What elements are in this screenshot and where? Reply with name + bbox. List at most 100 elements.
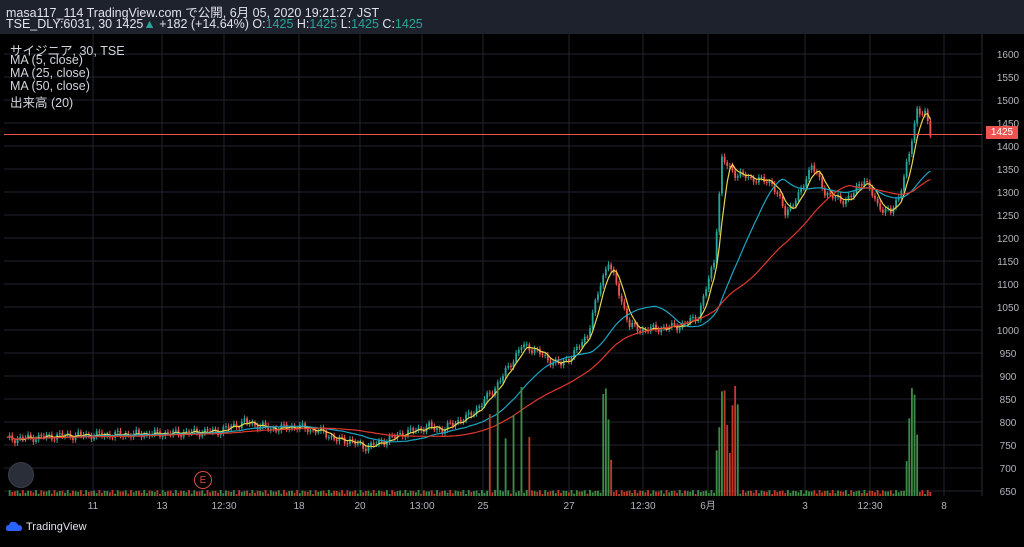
volume-bar [847,493,850,496]
candle-body [230,425,233,429]
volume-bar [341,490,343,496]
legend-ma50[interactable]: MA (50, close) [10,79,90,93]
volume-bar [19,493,22,496]
candle-body [771,181,773,184]
candle-body [475,408,478,415]
volume-bar [876,490,879,496]
candle-body [586,336,589,338]
candle-body [649,327,652,332]
volume-bar [852,491,855,496]
volume-bar [570,490,573,496]
volume-bar [457,491,460,496]
candle-body [35,439,37,442]
volume-bar [475,490,478,496]
volume-bar [412,490,415,496]
legend-volume[interactable]: 出来高 (20) [10,96,74,110]
volume-bar [789,492,792,496]
volume-bar [726,425,729,496]
y-tick-label: 1500 [997,96,1020,107]
volume-bar [58,490,61,496]
volume-bar [85,490,88,496]
chart-area[interactable]: 650 700 750 800 850 900 950 1000 1050 1100 1150 120… [0,34,1024,542]
volume-bar [454,490,457,496]
candle-body [116,430,119,433]
candle-body [699,305,702,320]
ma5-line [6,113,931,448]
candle-body [626,308,628,320]
volume-bar [425,491,428,496]
candle-body [792,205,795,207]
candle-body [467,412,470,415]
volume-bar [372,490,375,496]
candle-body [21,436,24,440]
volume-bar [261,492,264,496]
tradingview-logo[interactable]: TradingView [6,521,87,533]
volume-bar [35,490,37,496]
volume-bar [248,493,251,496]
y-tick-label: 1450 [997,119,1020,130]
y-tick-label: 1000 [997,326,1020,337]
legend-ma25[interactable]: MA (25, close) [10,66,90,80]
tradingview-badge-icon[interactable] [8,462,34,488]
candle-body [810,165,813,170]
volume-bar [784,493,787,496]
y-tick-label: 850 [1000,395,1017,406]
volume-bar [64,492,66,496]
candle-body [670,322,673,328]
volume-bar [636,492,639,496]
volume-bar [483,492,486,496]
volume-bar [201,490,204,496]
volume-bar [280,493,283,496]
candle-body [568,358,570,362]
volume-bar [528,437,531,496]
candle-body [312,429,314,431]
volume-bar [499,490,502,496]
candle-body [597,294,599,301]
volume-bar [597,490,599,496]
price-chart[interactable]: 650 700 750 800 850 900 950 1000 1050 1100 1150 120… [0,34,1024,542]
candle-body [462,420,465,422]
volume-bar [641,490,644,496]
volume-bar [145,493,148,496]
candle-body [404,436,407,438]
volume-bar [768,490,771,496]
candle-body [333,435,336,440]
legend-ma5[interactable]: MA (5, close) [10,53,83,67]
volume-bar [810,491,813,496]
volume-bar [681,493,684,496]
volume-bar [383,491,386,496]
y-tick-label: 1550 [997,73,1020,84]
candle-body [557,359,560,363]
candle-body [480,405,483,407]
volume-bar [591,492,594,496]
volume-bar [222,493,225,496]
candle-body [137,429,140,434]
earnings-badge[interactable]: E [194,471,212,489]
candle-body [243,418,246,422]
candle-body [393,436,396,438]
volume-bar [306,491,309,496]
candle-body [652,324,655,328]
candle-body [325,430,328,438]
volume-bar [56,492,59,496]
volume-bar [27,490,30,496]
candle-body [620,295,623,302]
candle-body [238,427,241,429]
volume-bar [87,491,90,496]
volume-bar [264,490,267,496]
volume-bar [407,492,409,496]
volume-bar [586,493,589,496]
volume-bar [95,493,98,496]
volume-bar [275,491,278,496]
volume-bar [673,490,676,496]
candle-body [549,360,552,366]
candle-body [486,392,489,400]
candle-body [79,431,82,435]
volume-bar [715,450,718,496]
volume-bar [101,492,103,496]
candle-body [694,316,697,321]
candle-body [731,165,734,171]
volume-bar [103,490,106,496]
volume-bar [451,493,454,496]
volume-bar [238,490,241,496]
